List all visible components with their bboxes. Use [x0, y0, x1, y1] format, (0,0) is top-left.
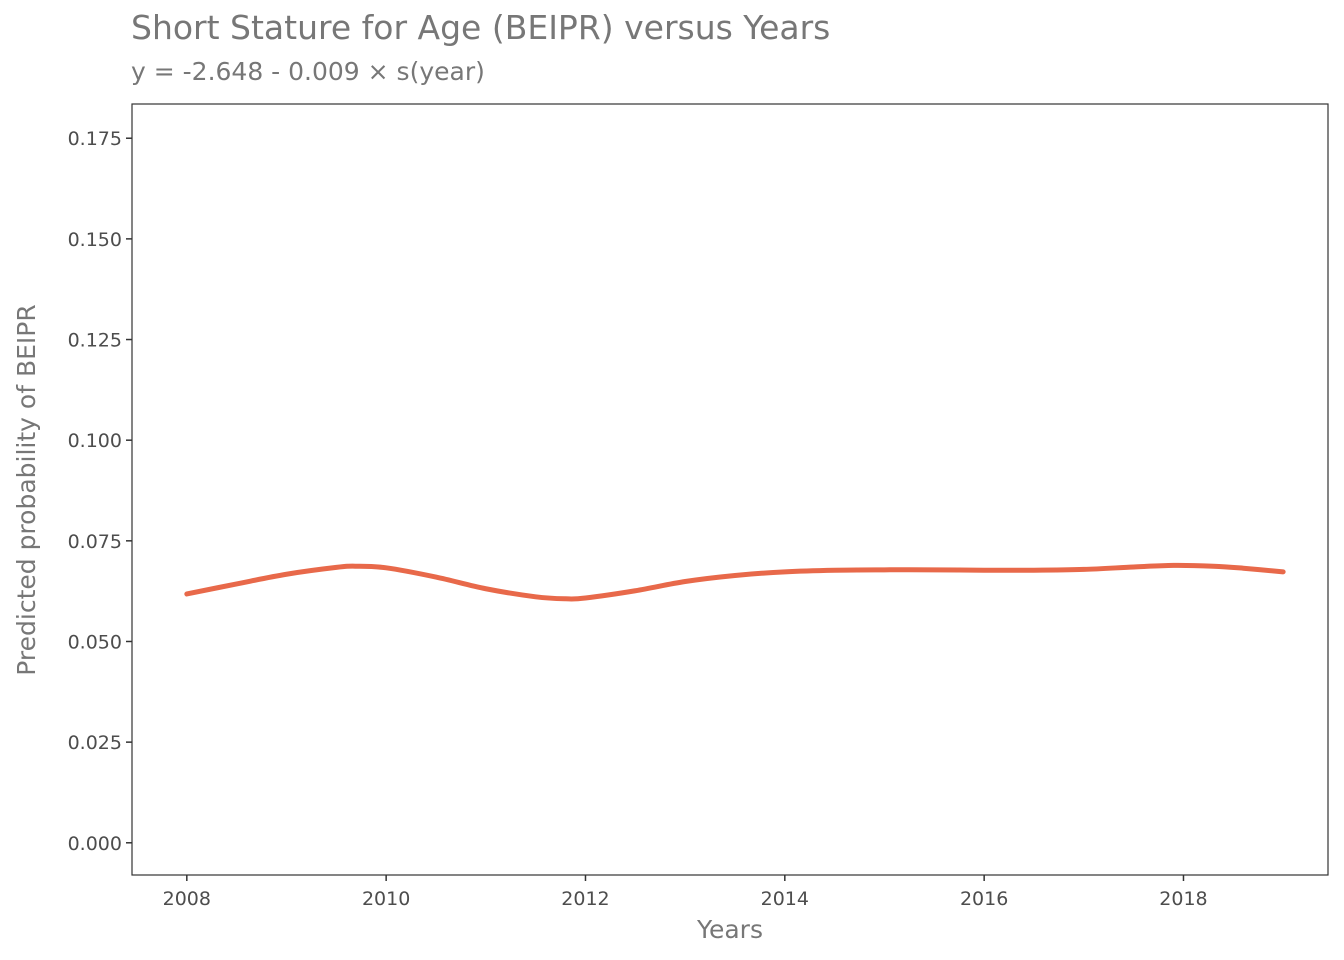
y-tick-label: 0.075: [68, 531, 122, 553]
x-tick-label: 2010: [362, 888, 410, 910]
y-tick-label: 0.100: [68, 430, 122, 452]
y-tick-label: 0.175: [68, 128, 122, 150]
x-tick-label: 2018: [1159, 888, 1207, 910]
x-tick-label: 2008: [163, 888, 211, 910]
y-tick-label: 0.125: [68, 330, 122, 352]
x-tick-label: 2014: [761, 888, 809, 910]
plot-panel-border: [131, 103, 1329, 876]
chart-title: Short Stature for Age (BEIPR) versus Yea…: [131, 8, 831, 47]
x-axis: 2008 2010 2012 2014 2016 2018: [163, 875, 1208, 910]
y-tick-label: 0.150: [68, 229, 122, 251]
x-axis-title: Years: [696, 915, 763, 944]
y-tick-label: 0.000: [68, 833, 122, 855]
x-tick-label: 2016: [960, 888, 1008, 910]
chart-subtitle: y = -2.648 - 0.009 × s(year): [131, 57, 485, 86]
y-axis-title: Predicted probability of BEIPR: [12, 304, 41, 675]
series-line: [184, 562, 1286, 602]
x-tick-label: 2012: [561, 888, 609, 910]
y-tick-label: 0.025: [68, 732, 122, 754]
y-tick-label: 0.050: [68, 631, 122, 653]
y-axis: 0.000 0.025 0.050 0.075 0.100 0.125 0.150 0.175: [68, 128, 132, 855]
